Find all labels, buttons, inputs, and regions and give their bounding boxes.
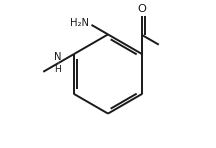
Text: N: N [54,52,62,62]
Text: H: H [54,65,61,74]
Text: H₂N: H₂N [70,18,89,28]
Text: O: O [137,4,146,15]
